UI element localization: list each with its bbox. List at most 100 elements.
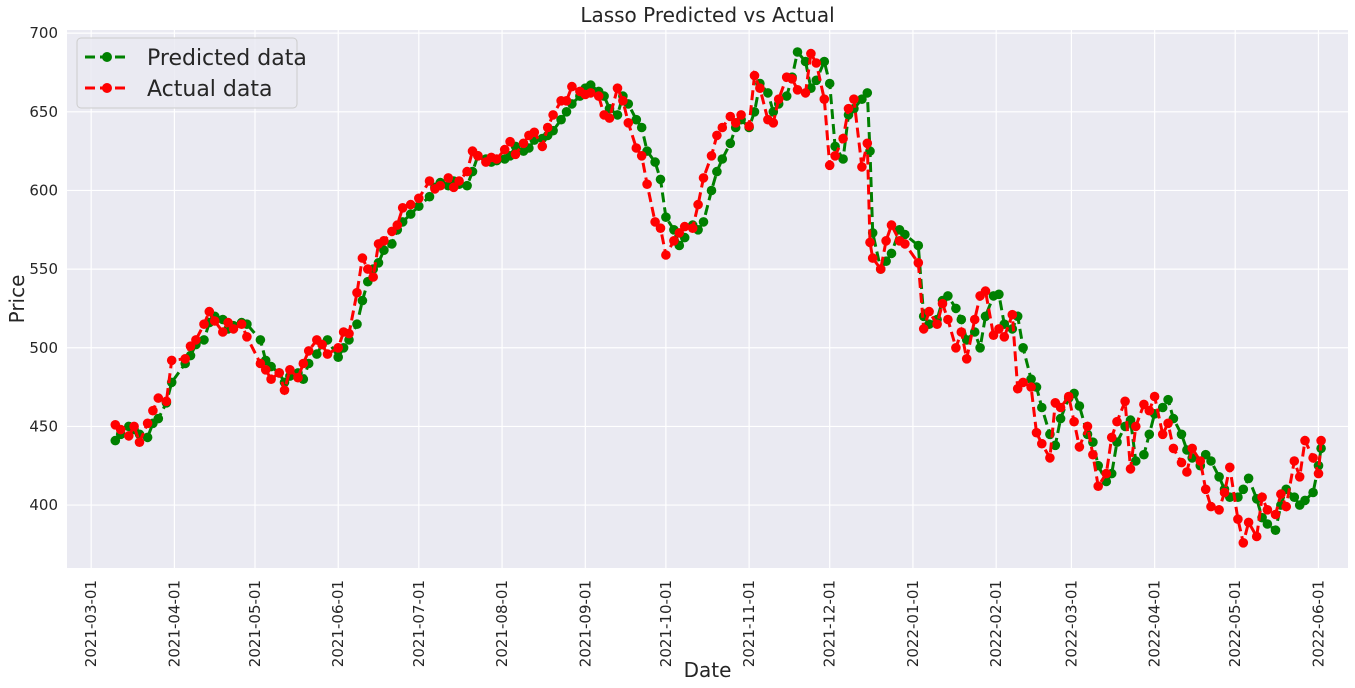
data-point-0 <box>556 114 566 125</box>
data-point-1 <box>561 96 572 106</box>
data-point-1 <box>1262 505 1273 515</box>
data-point-1 <box>843 103 854 114</box>
data-point-1 <box>1163 418 1173 429</box>
y-axis-title: Price <box>5 275 29 324</box>
data-point-1 <box>333 343 344 353</box>
data-point-0 <box>585 80 596 90</box>
data-point-1 <box>322 349 333 359</box>
data-point-0 <box>1270 525 1281 535</box>
data-point-1 <box>867 253 878 263</box>
data-point-1 <box>1225 462 1235 473</box>
data-point-1 <box>811 58 822 68</box>
data-point-0 <box>943 291 953 301</box>
data-point-1 <box>693 199 703 210</box>
data-point-1 <box>669 236 679 246</box>
data-point-1 <box>392 220 403 230</box>
data-point-1 <box>687 223 698 233</box>
data-point-0 <box>712 166 722 177</box>
data-point-0 <box>387 239 397 249</box>
data-point-0 <box>414 201 424 211</box>
data-point-0 <box>405 209 416 219</box>
data-point-1 <box>567 81 577 92</box>
y-tick-label: 500 <box>29 339 58 357</box>
plot-area <box>67 30 1348 568</box>
x-tick-label: 2021-08-01 <box>493 580 511 667</box>
data-point-0 <box>792 47 803 57</box>
x-axis-title: Date <box>684 658 732 682</box>
data-point-1 <box>661 250 671 260</box>
data-point-1 <box>1125 464 1136 474</box>
data-point-1 <box>1007 309 1018 320</box>
data-point-1 <box>725 111 736 122</box>
data-point-1 <box>255 358 266 369</box>
data-point-1 <box>209 316 220 326</box>
data-point-1 <box>1182 467 1192 477</box>
data-point-0 <box>1144 429 1155 440</box>
data-point-0 <box>110 435 121 446</box>
data-point-1 <box>1214 505 1224 515</box>
data-point-1 <box>1219 487 1230 498</box>
data-point-1 <box>228 324 239 334</box>
data-point-0 <box>655 174 666 185</box>
data-point-1 <box>918 324 929 334</box>
data-point-1 <box>242 332 252 342</box>
data-point-1 <box>674 228 685 238</box>
data-point-1 <box>1206 501 1216 512</box>
x-tick-label: 2021-07-01 <box>410 580 428 667</box>
data-point-1 <box>830 151 840 161</box>
data-point-0 <box>561 107 572 117</box>
data-point-0 <box>975 343 985 353</box>
data-point-0 <box>1026 374 1036 385</box>
data-point-1 <box>1144 405 1155 416</box>
data-point-1 <box>932 319 942 330</box>
data-point-1 <box>124 431 134 441</box>
x-tick-label: 2022-02-01 <box>987 580 1005 667</box>
data-point-1 <box>1120 396 1130 407</box>
data-point-1 <box>787 74 797 84</box>
data-point-1 <box>755 83 765 93</box>
data-point-0 <box>631 114 642 125</box>
data-point-1 <box>980 286 991 296</box>
data-point-0 <box>333 352 344 363</box>
data-point-1 <box>1088 449 1098 460</box>
data-point-1 <box>185 341 196 352</box>
chart-title: Lasso Predicted vs Actual <box>580 3 834 27</box>
data-point-1 <box>1069 416 1079 427</box>
legend-label-actual: Actual data <box>147 77 272 102</box>
data-point-1 <box>223 317 233 328</box>
data-point-0 <box>857 94 867 104</box>
x-tick-label: 2022-01-01 <box>904 580 922 667</box>
series-layer <box>110 47 1326 548</box>
data-point-1 <box>1012 383 1023 394</box>
data-point-1 <box>838 133 848 144</box>
data-point-1 <box>655 223 666 233</box>
data-point-1 <box>999 332 1010 342</box>
data-point-1 <box>279 385 290 396</box>
x-tick-label: 2022-06-01 <box>1309 580 1327 667</box>
data-point-1 <box>1026 382 1036 392</box>
x-tick-label: 2022-04-01 <box>1146 580 1164 667</box>
data-point-1 <box>1276 489 1286 499</box>
data-point-1 <box>166 355 177 366</box>
data-point-1 <box>1106 432 1117 443</box>
data-point-1 <box>849 94 859 104</box>
x-tick-label: 2021-05-01 <box>246 580 264 667</box>
data-point-0 <box>462 180 472 191</box>
legend-box <box>76 37 298 109</box>
data-point-1 <box>585 88 596 98</box>
data-point-0 <box>1238 484 1249 495</box>
data-point-1 <box>1251 531 1262 542</box>
data-point-1 <box>773 94 784 104</box>
data-point-1 <box>612 83 623 93</box>
data-point-0 <box>199 335 209 345</box>
data-point-1 <box>679 221 690 232</box>
data-point-1 <box>462 166 472 177</box>
data-point-1 <box>142 418 153 429</box>
data-point-1 <box>1300 435 1310 446</box>
data-point-1 <box>862 138 873 149</box>
data-point-1 <box>717 122 728 133</box>
data-point-1 <box>260 365 271 375</box>
data-point-0 <box>352 319 362 330</box>
y-tick-label: 550 <box>29 260 58 278</box>
